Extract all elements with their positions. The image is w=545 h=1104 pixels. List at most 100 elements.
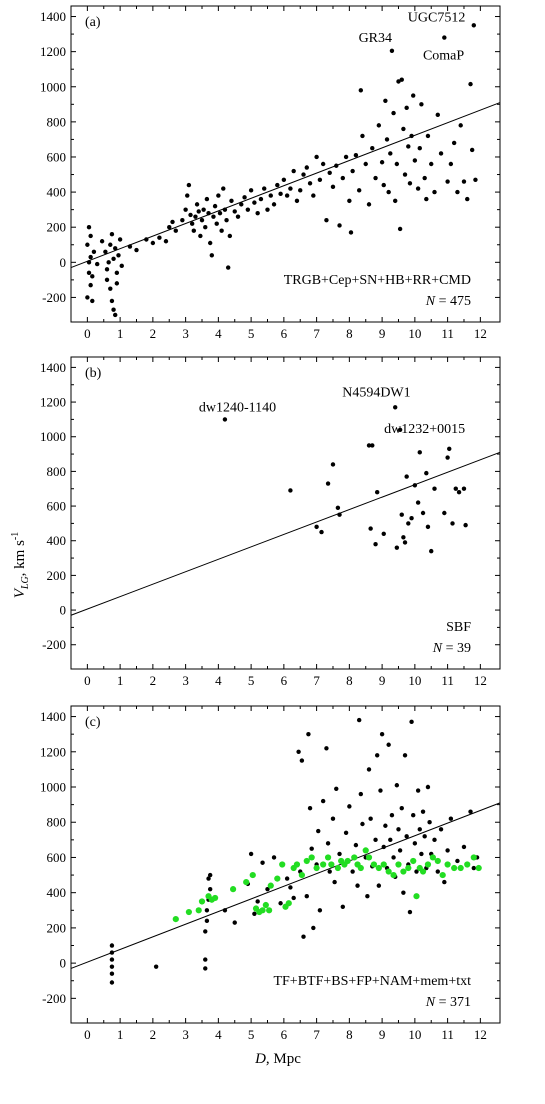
data-point (409, 516, 414, 521)
count-symbol: N (425, 294, 436, 309)
data-point (422, 175, 427, 181)
y-tick-label: 1400 (40, 360, 66, 375)
data-point (265, 207, 270, 212)
green-data-point (434, 857, 441, 865)
data-point (404, 834, 409, 839)
data-point (366, 443, 372, 448)
data-point (363, 161, 368, 167)
data-point (358, 88, 364, 93)
panel-b: 0 1 2 3 4 5 6 7 8 9 10 11 12-20002004006008001000120… (40, 356, 501, 688)
data-point (111, 256, 116, 261)
green-data-point (279, 861, 286, 868)
data-point (311, 925, 316, 931)
x-tick-label: 4 (215, 326, 222, 341)
point-annotation: dw1240-1140 (199, 400, 276, 415)
x-tick-label: 12 (474, 326, 487, 341)
data-point (402, 172, 408, 177)
method-label: SBF (446, 620, 471, 635)
data-point (386, 742, 391, 747)
data-point (90, 274, 95, 279)
y-tick-label: 400 (47, 533, 67, 548)
data-point (186, 182, 192, 188)
data-point (232, 209, 237, 214)
data-point (442, 510, 447, 516)
x-tick-label: 0 (84, 673, 91, 688)
x-tick-label: 10 (408, 1027, 421, 1042)
panel-label: (c) (85, 715, 101, 730)
x-tick-label: 1 (117, 673, 124, 688)
green-data-point (375, 864, 382, 872)
data-point (468, 81, 473, 87)
data-point (248, 851, 254, 857)
data-point (461, 486, 467, 491)
data-point (119, 263, 124, 269)
data-point (116, 253, 121, 258)
data-point (394, 783, 400, 788)
plot-frame (70, 5, 501, 323)
data-point (311, 193, 316, 198)
data-point (278, 901, 283, 906)
data-point (109, 943, 115, 948)
data-point (424, 470, 429, 476)
y-tick-label: 1400 (40, 709, 66, 724)
count-label: N = 371 (425, 995, 471, 1010)
data-point (343, 830, 349, 835)
data-point (99, 239, 105, 244)
x-tick-label: 6 (281, 673, 288, 688)
data-point (397, 226, 403, 232)
data-point (134, 247, 139, 253)
data-point (327, 869, 332, 874)
point-annotation: UGC7512 (408, 10, 466, 25)
green-data-point (308, 854, 315, 861)
data-point (196, 209, 201, 214)
data-point (324, 217, 329, 223)
y-tick-label: 1400 (40, 9, 66, 24)
data-point (366, 767, 372, 772)
x-tick-label: 4 (215, 673, 222, 688)
x-tick-label: 12 (474, 673, 487, 688)
data-point (451, 140, 457, 146)
data-point (252, 200, 257, 205)
data-point (163, 239, 169, 244)
data-point (366, 202, 372, 207)
y-tick-label: 400 (47, 185, 67, 200)
data-point (157, 235, 162, 240)
plot-frame (70, 356, 501, 670)
data-point (204, 908, 210, 913)
x-tick-label: 5 (248, 1027, 255, 1042)
data-point (91, 249, 97, 254)
green-data-point (211, 894, 219, 902)
y-axis-title-subscript: LG (20, 576, 31, 590)
x-tick-label: 4 (215, 1027, 222, 1042)
green-data-point (185, 908, 192, 916)
data-point (85, 242, 90, 247)
green-data-point (195, 907, 202, 914)
green-data-point (293, 861, 301, 868)
data-point (106, 260, 111, 265)
data-point (109, 980, 115, 985)
data-point (448, 161, 454, 167)
data-point (412, 158, 418, 163)
data-point (281, 177, 287, 182)
data-point (401, 535, 406, 540)
data-point (417, 450, 422, 455)
x-tick-label: 9 (379, 1027, 386, 1042)
data-point (334, 163, 339, 168)
green-data-point (262, 901, 269, 909)
y-tick-label: 0 (60, 603, 67, 618)
data-point (407, 909, 413, 915)
data-point (334, 786, 339, 791)
y-axis-title-symbol: V (12, 587, 28, 598)
data-point (455, 189, 460, 195)
data-point (384, 137, 390, 142)
data-point (330, 816, 336, 821)
data-point (88, 282, 93, 288)
data-point (368, 816, 373, 821)
green-data-point (249, 871, 256, 879)
data-point (203, 225, 208, 230)
x-tick-label: 8 (346, 1027, 353, 1042)
green-data-point (230, 886, 237, 893)
y-tick-label: 200 (47, 568, 67, 583)
data-point (394, 545, 400, 550)
